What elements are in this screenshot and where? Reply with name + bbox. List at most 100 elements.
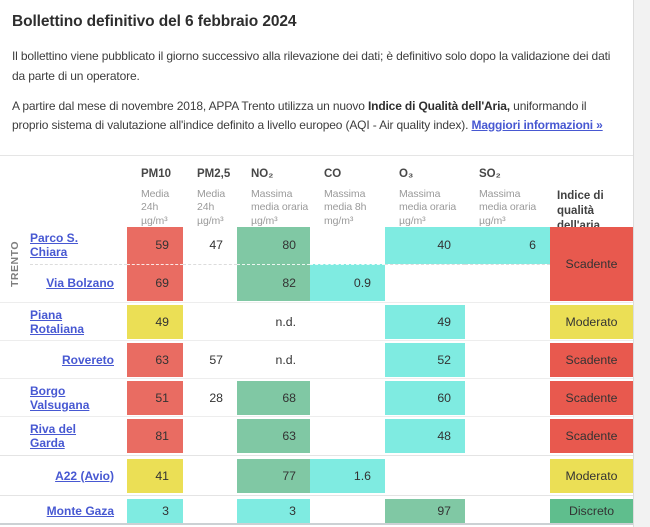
cell-so2 [465, 343, 550, 377]
group-label [0, 305, 30, 339]
group-label [0, 343, 30, 377]
intro-paragraph-2: A partire dal mese di novembre 2018, APP… [12, 97, 619, 136]
more-info-link[interactable]: Maggiori informazioni » [471, 118, 603, 132]
index-cell: Discreto [550, 498, 633, 523]
station-link-monte-gaza[interactable]: Monte Gaza [46, 503, 114, 518]
cell-pm10: 49 [127, 304, 183, 339]
cell-o3: 60 [385, 380, 465, 415]
cell-no2: 77 [237, 458, 310, 493]
cell-so2 [465, 499, 550, 523]
column-header-no2: NO₂ Massima media oraria µg/m³ [237, 168, 310, 227]
station-cell: Parco S. Chiara [30, 227, 127, 264]
cell-pm10: 59 [127, 226, 183, 264]
station-cell: A22 (Avio) [30, 459, 127, 493]
index-cell: Moderato [550, 458, 633, 493]
cell-pm25: 57 [209, 352, 223, 367]
intro-paragraph-1: Il bollettino viene pubblicato il giorno… [12, 49, 611, 83]
table-row-a22-avio: A22 (Avio) 41 77 1.6 [30, 458, 550, 493]
cell-no2: 3 [237, 498, 310, 523]
cell-o3: 40 [385, 226, 465, 264]
content-area: Bollettino definitivo del 6 febbraio 202… [0, 0, 634, 527]
station-group-trento: TRENTO Parco S. Chiara 59 47 80 40 6 Via… [0, 226, 633, 301]
table-bottom-divider [0, 522, 633, 525]
station-group-piana-rotaliana: Piana Rotaliana 49 n.d. 49 Moderato [0, 304, 633, 339]
index-cell: Scadente [550, 380, 633, 415]
station-link-a22-avio[interactable]: A22 (Avio) [55, 468, 114, 483]
station-link-riva-del-garda[interactable]: Riva del Garda [30, 421, 77, 450]
cell-pm10: 63 [127, 342, 183, 377]
group-label [0, 459, 30, 493]
cell-so2: 6 [465, 226, 550, 264]
cell-co [310, 381, 385, 415]
so2-sub: Massima media oraria µg/m³ [479, 187, 537, 227]
intro-section: Bollettino definitivo del 6 febbraio 202… [0, 0, 633, 136]
cell-so2 [465, 419, 550, 453]
cell-so2 [465, 305, 550, 339]
cell-pm25 [183, 419, 237, 453]
pm10-label: PM10 [141, 167, 172, 180]
table-top-divider [0, 154, 633, 156]
cell-co: 1.6 [310, 458, 385, 493]
table-header-row: PM10 Media 24h µg/m³ PM2,5 Media 24h µg/m³ N… [0, 156, 633, 232]
cell-pm10: 81 [127, 418, 183, 453]
cell-o3: 49 [385, 304, 465, 339]
station-cell: Borgo Valsugana [30, 381, 127, 415]
group-label [0, 381, 30, 415]
station-cell: Rovereto [30, 343, 127, 377]
table-row-rovereto: Rovereto 63 57 n.d. 52 [30, 342, 550, 377]
cell-co [310, 343, 385, 377]
pm25-label: PM2,5 [197, 167, 231, 180]
table-row-monte-gaza: Monte Gaza 3 3 97 [30, 498, 550, 523]
table-row-borgo-valsugana: Borgo Valsugana 51 28 68 60 [30, 380, 550, 415]
cell-no2: 63 [237, 418, 310, 453]
o3-label: O₃ [399, 167, 414, 180]
cell-o3 [385, 263, 465, 301]
station-link-via-bolzano[interactable]: Via Bolzano [46, 275, 114, 290]
group-label [0, 499, 30, 523]
so2-label: SO₂ [479, 167, 501, 180]
station-link-rovereto[interactable]: Rovereto [61, 352, 114, 367]
station-link-piana-rotaliana[interactable]: Piana Rotaliana [30, 307, 85, 336]
group-label [0, 419, 30, 453]
cell-co [310, 419, 385, 453]
station-cell: Riva del Garda [30, 419, 127, 453]
station-group-monte-gaza: Monte Gaza 3 3 97 Discreto [0, 498, 633, 523]
cell-so2 [465, 459, 550, 493]
cell-o3: 97 [385, 498, 465, 523]
station-group-a22-avio: A22 (Avio) 41 77 1.6 Moderato [0, 458, 633, 493]
cell-co [310, 305, 385, 339]
pm25-sub: Media 24h µg/m³ [197, 187, 226, 227]
cell-no2: 68 [237, 380, 310, 415]
column-header-so2: SO₂ Massima media oraria µg/m³ [465, 168, 550, 227]
index-cell: Scadente [550, 226, 633, 301]
cell-pm25 [183, 305, 237, 339]
no2-sub: Massima media oraria µg/m³ [251, 187, 309, 227]
air-quality-table: PM10 Media 24h µg/m³ PM2,5 Media 24h µg/m³ N… [0, 156, 633, 525]
cell-co [310, 227, 385, 264]
station-cell: Piana Rotaliana [30, 305, 127, 339]
station-link-borgo-valsugana[interactable]: Borgo Valsugana [30, 383, 90, 412]
table-row-parco-s-chiara: Parco S. Chiara 59 47 80 40 6 [30, 226, 550, 264]
station-group-borgo-valsugana: Borgo Valsugana 51 28 68 60 Scadente [0, 380, 633, 415]
cell-so2 [465, 263, 550, 301]
cell-o3 [385, 459, 465, 493]
cell-no2: n.d. [275, 352, 296, 367]
station-link-parco-s-chiara[interactable]: Parco S. Chiara [30, 231, 79, 259]
paragraph-2-bold: Indice di Qualità dell'Aria, [367, 98, 510, 113]
pm10-sub: Media 24h µg/m³ [141, 187, 170, 227]
cell-no2: 82 [237, 263, 310, 301]
column-header-index: Indice di qualità dell'aria [557, 189, 604, 232]
column-header-co: CO Massima media 8h mg/m³ [310, 168, 385, 227]
station-cell: Monte Gaza [30, 499, 127, 523]
paragraph-2-text-after: uniformando il proprio sistema di valuta… [12, 98, 587, 133]
table-row-piana-rotaliana: Piana Rotaliana 49 n.d. 49 [30, 304, 550, 339]
o3-sub: Massima media oraria µg/m³ [399, 187, 457, 227]
cell-pm25: 47 [209, 238, 223, 252]
column-header-pm10: PM10 Media 24h µg/m³ [127, 168, 183, 227]
index-cell: Scadente [550, 342, 633, 377]
cell-no2: n.d. [275, 314, 296, 329]
cell-pm25 [183, 263, 237, 301]
cell-pm25: 28 [209, 390, 223, 405]
cell-pm10: 51 [127, 380, 183, 415]
